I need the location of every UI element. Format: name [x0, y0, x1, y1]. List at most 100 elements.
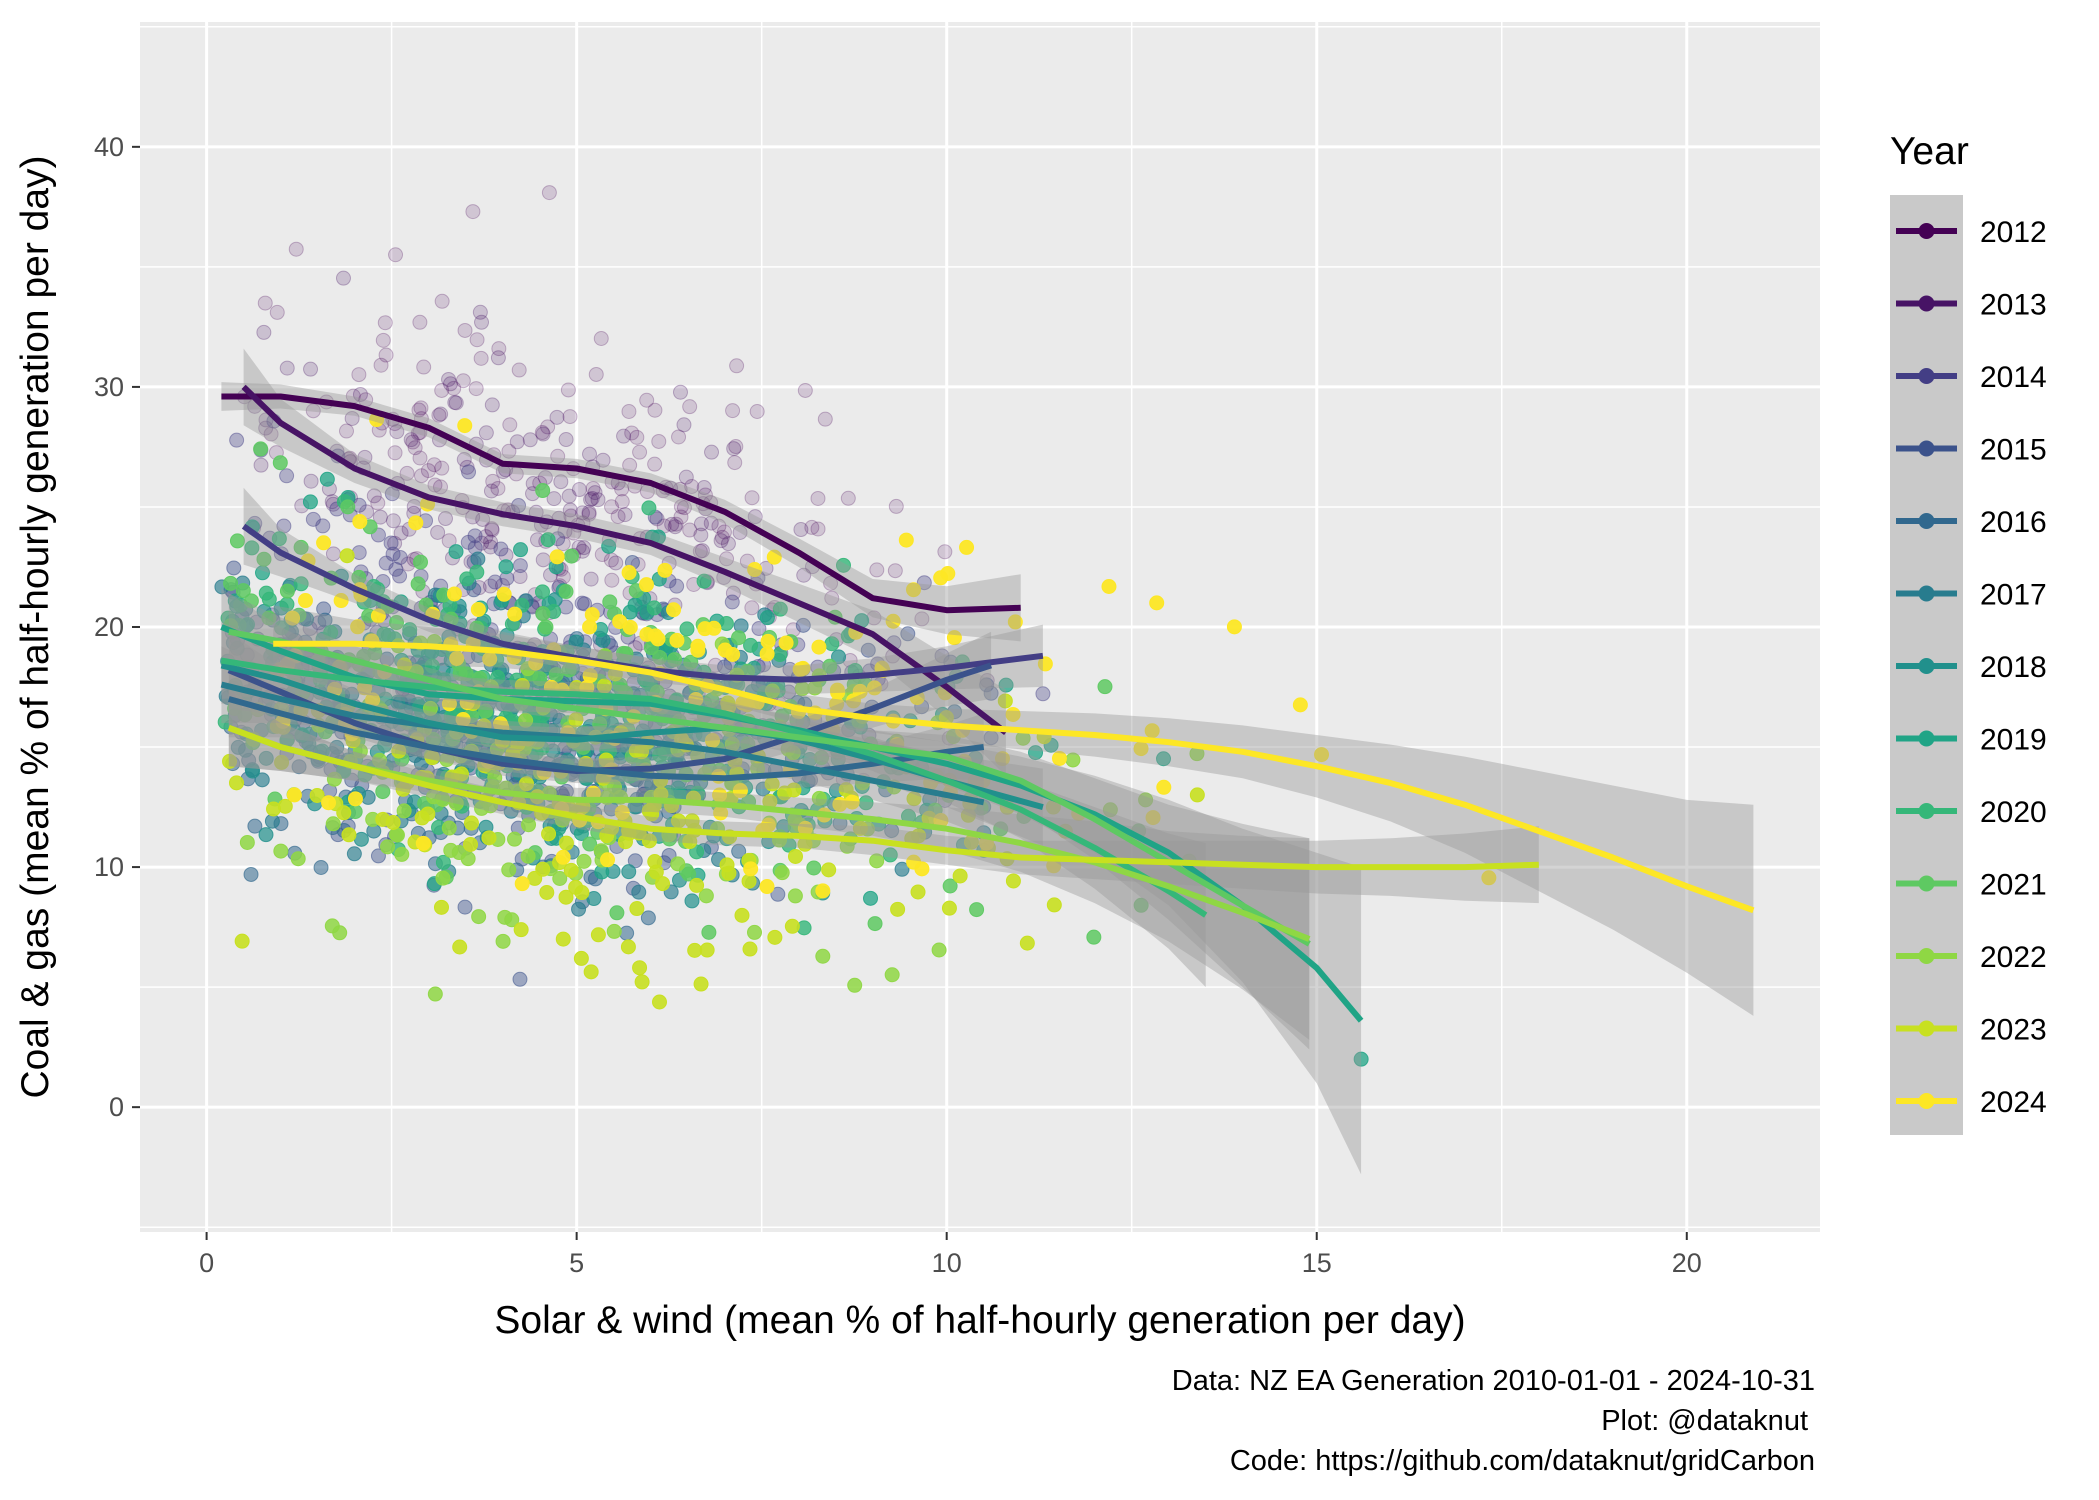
scatter-point [378, 347, 394, 363]
scatter-point [446, 586, 462, 602]
scatter-point [668, 516, 684, 532]
scatter-point [272, 455, 288, 471]
scatter-point [256, 324, 272, 340]
scatter-point [590, 927, 606, 943]
scatter-point [713, 533, 729, 549]
scatter-point [720, 695, 736, 711]
scatter-point [679, 621, 695, 637]
scatter-point [649, 511, 665, 527]
scatter-point [998, 677, 1014, 693]
scatter-point [766, 549, 782, 565]
scatter-point [541, 185, 557, 201]
scatter-point [582, 619, 598, 635]
scatter-point [959, 539, 975, 555]
scatter-point [721, 865, 737, 881]
scatter-point [651, 433, 667, 449]
y-axis-ticks: 0 10 20 30 40 [94, 132, 140, 1122]
scatter-point [279, 360, 295, 376]
scatter-point [541, 826, 557, 842]
scatter-point [416, 359, 432, 375]
scatter-point [535, 552, 551, 568]
scatter-point [502, 417, 518, 433]
scatter-point [303, 473, 319, 489]
scatter-point [714, 529, 730, 545]
scatter-point [884, 967, 900, 983]
legend-label: 2016 [1980, 506, 2047, 539]
legend-key-point [1918, 658, 1935, 674]
scatter-point [474, 314, 490, 330]
scatter-point [223, 575, 239, 591]
scatter-point [689, 844, 705, 860]
scatter-point [393, 525, 409, 541]
scatter-point [452, 939, 468, 955]
scatter-point [324, 918, 340, 934]
scatter-point [413, 468, 429, 484]
scatter-point [931, 942, 947, 958]
scatter-point [521, 817, 537, 833]
scatter-point [309, 787, 325, 803]
scatter-point [344, 410, 360, 426]
scatter-point [253, 457, 269, 473]
scatter-point [370, 848, 386, 864]
scatter-point [234, 933, 250, 949]
scatter-point [1292, 697, 1308, 713]
scatter-point [555, 931, 571, 947]
scatter-point [329, 739, 345, 755]
scatter-point [402, 622, 418, 638]
scatter-point [514, 876, 530, 892]
scatter-point [772, 601, 788, 617]
scatter-point [474, 535, 490, 551]
scatter-point [375, 332, 391, 348]
scatter-point [890, 901, 906, 917]
scatter-point [483, 539, 499, 555]
scatter-point [852, 683, 868, 699]
scatter-point [646, 600, 662, 616]
scatter-point [724, 594, 740, 610]
scatter-point [257, 295, 273, 311]
scatter-point [622, 457, 638, 473]
scatter-point [493, 541, 509, 557]
scatter-point [449, 651, 465, 667]
scatter-point [558, 432, 574, 448]
scatter-point [672, 384, 688, 400]
scatter-point [717, 642, 733, 658]
scatter-point [347, 791, 363, 807]
scatter-point [501, 862, 517, 878]
x-tick-label: 5 [569, 1248, 584, 1278]
legend-key-point [1918, 730, 1935, 747]
legend-key-point [1918, 803, 1935, 819]
scatter-point [784, 918, 800, 934]
legend-key-point [1918, 513, 1935, 529]
scatter-point [707, 657, 723, 673]
scatter-point [261, 610, 277, 626]
y-tick-label: 10 [94, 852, 124, 882]
scatter-point [271, 531, 287, 547]
scatter-point [274, 754, 290, 770]
scatter-point [496, 586, 512, 602]
scatter-point [473, 350, 489, 366]
scatter-point [388, 247, 404, 263]
y-axis-title: Coal & gas (mean % of half-hourly genera… [14, 155, 57, 1098]
scatter-point [624, 425, 640, 441]
scatter-point [622, 619, 638, 635]
legend-key-point [1918, 875, 1935, 892]
scatter-point [483, 534, 499, 550]
scatter-point [690, 642, 706, 658]
caption-line-plot: Plot: @dataknut [1601, 1405, 1808, 1437]
scatter-point [682, 522, 698, 538]
scatter-point [774, 865, 790, 881]
scatter-point [787, 848, 803, 864]
scatter-point [728, 439, 744, 455]
scatter-point [293, 576, 309, 592]
scatter-point [719, 551, 735, 567]
scatter-point [305, 403, 321, 419]
scatter-point [666, 602, 682, 618]
scatter-point [824, 590, 840, 606]
scatter-point [456, 452, 472, 468]
scatter-point [593, 330, 609, 346]
scatter-point [657, 562, 673, 578]
scatter-point [571, 482, 587, 498]
scatter-point [427, 477, 443, 493]
scatter-point [1353, 1051, 1369, 1067]
